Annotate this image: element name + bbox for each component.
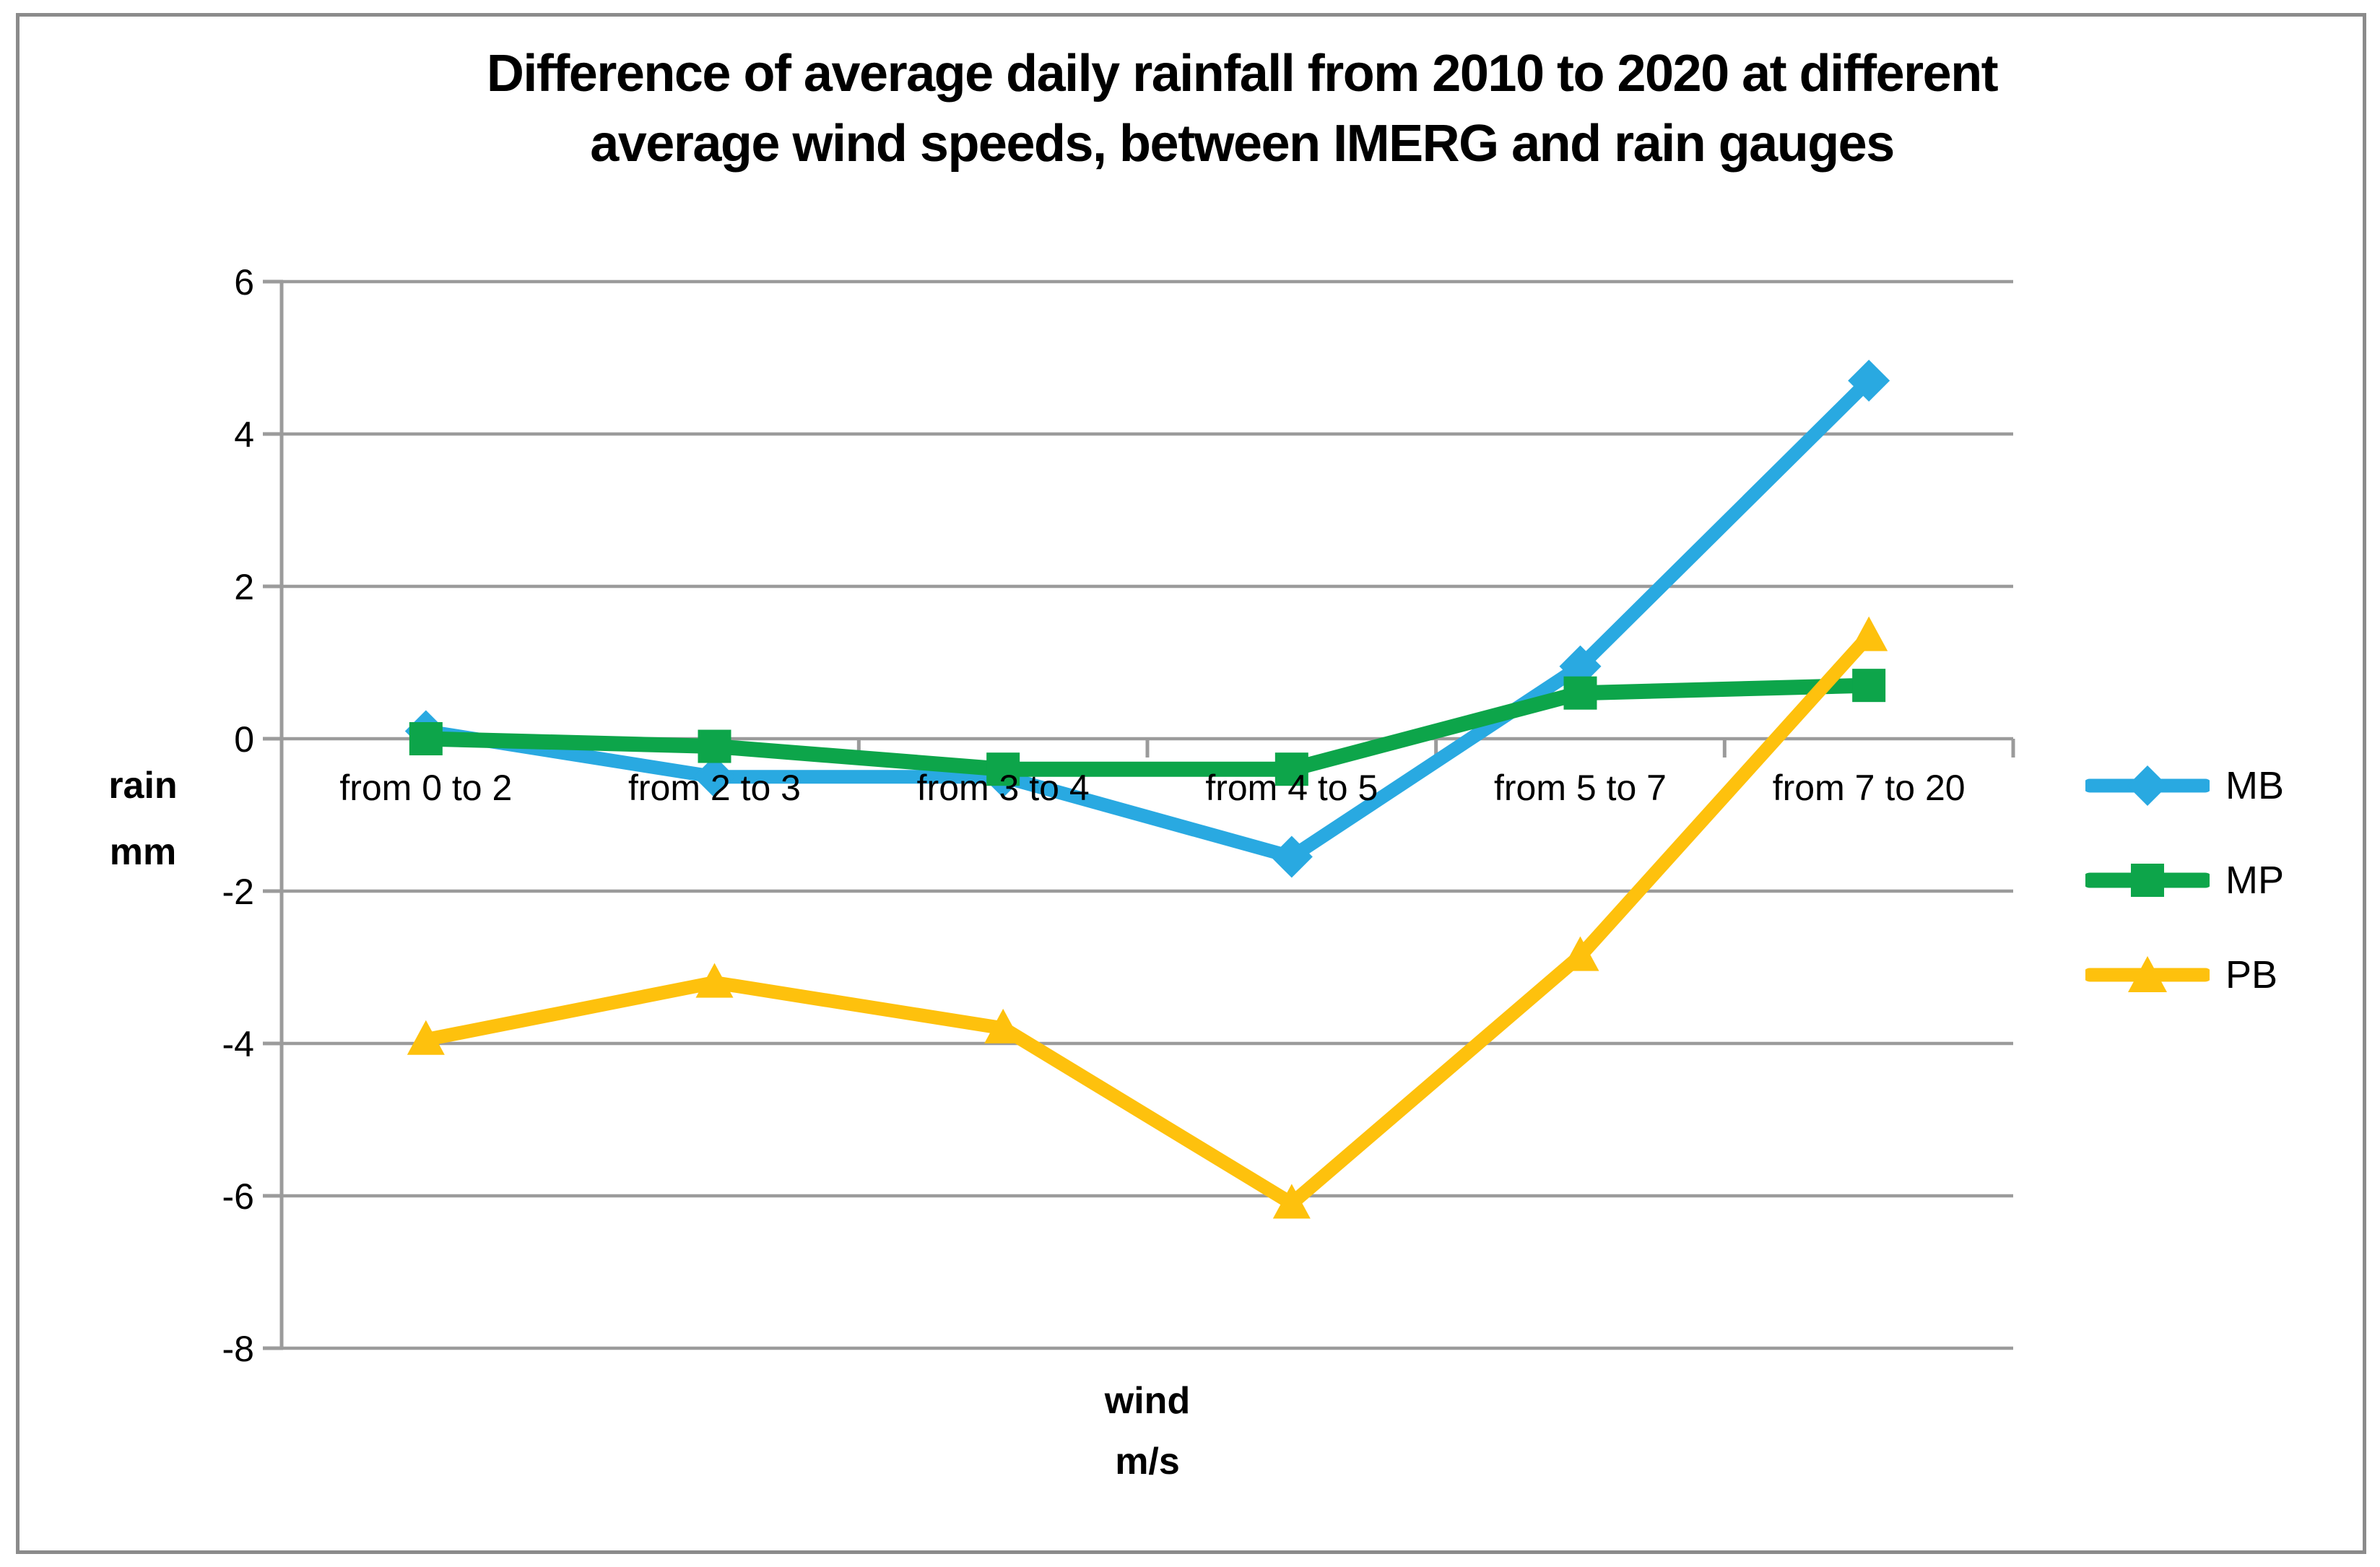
legend-swatch-pb xyxy=(2085,956,2210,992)
series-marker-PB-1 xyxy=(695,963,734,998)
legend-item-pb: PB xyxy=(2085,952,2284,998)
series-marker-MP-4 xyxy=(1563,676,1597,710)
series-marker-PB-0 xyxy=(407,1020,445,1055)
y-tick-label-6: 6 xyxy=(234,262,254,303)
triangle-icon xyxy=(2128,956,2167,992)
legend-item-mb: MB xyxy=(2085,763,2284,809)
series-line-PB xyxy=(419,629,1876,1211)
x-category-label-1: from 2 to 3 xyxy=(628,768,801,808)
x-category-label-2: from 3 to 4 xyxy=(917,768,1090,808)
series-marker-MP-3 xyxy=(1274,752,1308,786)
series-marker-MB-3 xyxy=(1270,835,1313,878)
series-marker-PB-4 xyxy=(1561,936,1599,971)
y-tick-label-2: 2 xyxy=(234,567,254,607)
series-marker-PB-5 xyxy=(1850,616,1888,651)
y-axis-title-line-2: mm xyxy=(109,831,177,873)
x-axis-title-line-1: wind xyxy=(1104,1380,1191,1422)
y-tick-label-0: 0 xyxy=(234,719,254,760)
diamond-icon xyxy=(2127,765,2168,806)
series-marker-MB-1 xyxy=(693,755,736,798)
x-axis-title: wind m/s xyxy=(1003,1371,1292,1492)
y-tick-label--6: -6 xyxy=(222,1176,254,1217)
chart-title-line-2: average wind speeds, between IMERG and r… xyxy=(590,115,1895,173)
chart-title: Difference of average daily rainfall fro… xyxy=(246,39,2238,179)
legend-label-mp: MP xyxy=(2225,859,2284,902)
y-tick-label--4: -4 xyxy=(222,1024,254,1064)
series-marker-MB-5 xyxy=(1848,360,1890,402)
series-marker-PB-3 xyxy=(1272,1184,1311,1219)
y-tick-label-4: 4 xyxy=(234,414,254,455)
x-axis-title-line-2: m/s xyxy=(1115,1441,1180,1483)
legend-label-mb: MB xyxy=(2225,764,2284,807)
series-marker-MP-0 xyxy=(409,722,443,755)
chart-border-frame xyxy=(16,13,2366,1554)
legend-item-mp: MP xyxy=(2085,857,2284,903)
y-tick-label--2: -2 xyxy=(222,872,254,912)
series-marker-PB-2 xyxy=(984,1008,1022,1043)
series-line-MB xyxy=(419,373,1876,864)
y-axis-title: rain mm xyxy=(64,752,222,885)
x-category-label-3: from 4 to 5 xyxy=(1205,768,1378,808)
series-marker-MP-2 xyxy=(986,752,1020,786)
legend-swatch-mb xyxy=(2085,765,2210,806)
chart-title-line-1: Difference of average daily rainfall fro… xyxy=(486,45,1999,103)
x-category-label-5: from 7 to 20 xyxy=(1773,768,1966,808)
square-icon xyxy=(2131,864,2164,897)
legend-label-pb: PB xyxy=(2225,953,2278,997)
series-marker-MP-1 xyxy=(698,729,731,763)
series-marker-MP-5 xyxy=(1852,669,1886,703)
x-category-label-0: from 0 to 2 xyxy=(339,768,512,808)
legend-swatch-mp xyxy=(2085,864,2210,897)
y-tick-label--8: -8 xyxy=(222,1329,254,1369)
series-line-MP xyxy=(418,677,1877,777)
legend: MB MP PB xyxy=(2085,763,2284,998)
y-axis-title-line-1: rain xyxy=(108,765,178,807)
x-category-label-4: from 5 to 7 xyxy=(1494,768,1667,808)
